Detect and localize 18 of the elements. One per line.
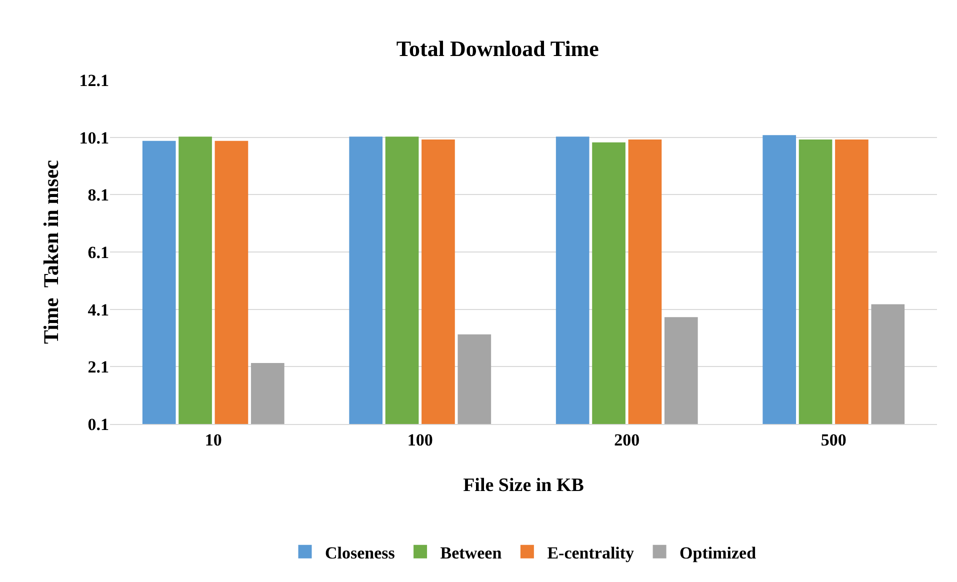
legend-label: Between [440, 543, 502, 562]
x-axis-title: File Size in KB [463, 475, 584, 496]
chart-title: Total Download Time [396, 36, 600, 62]
y-tick-label: 10.1 [79, 128, 109, 148]
y-tick-label: 6.1 [88, 242, 109, 262]
y-tick-label: 8.1 [88, 186, 109, 205]
x-tick-label: 100 [407, 430, 433, 450]
y-tick-label: 12.1 [79, 70, 109, 90]
y-tick-label: 4.1 [88, 300, 109, 320]
y-axis-title: Time Taken in msec [39, 160, 63, 344]
y-tick-label: 2.1 [88, 358, 109, 377]
x-tick-label: 200 [614, 430, 640, 450]
x-tick-label: 500 [820, 430, 846, 450]
legend-label: Optimized [680, 543, 757, 562]
legend-label: E-centrality [547, 543, 635, 562]
x-tick-label: 10 [204, 430, 222, 450]
y-tick-label: 0.1 [88, 414, 109, 434]
legend-label: Closeness [325, 543, 396, 562]
